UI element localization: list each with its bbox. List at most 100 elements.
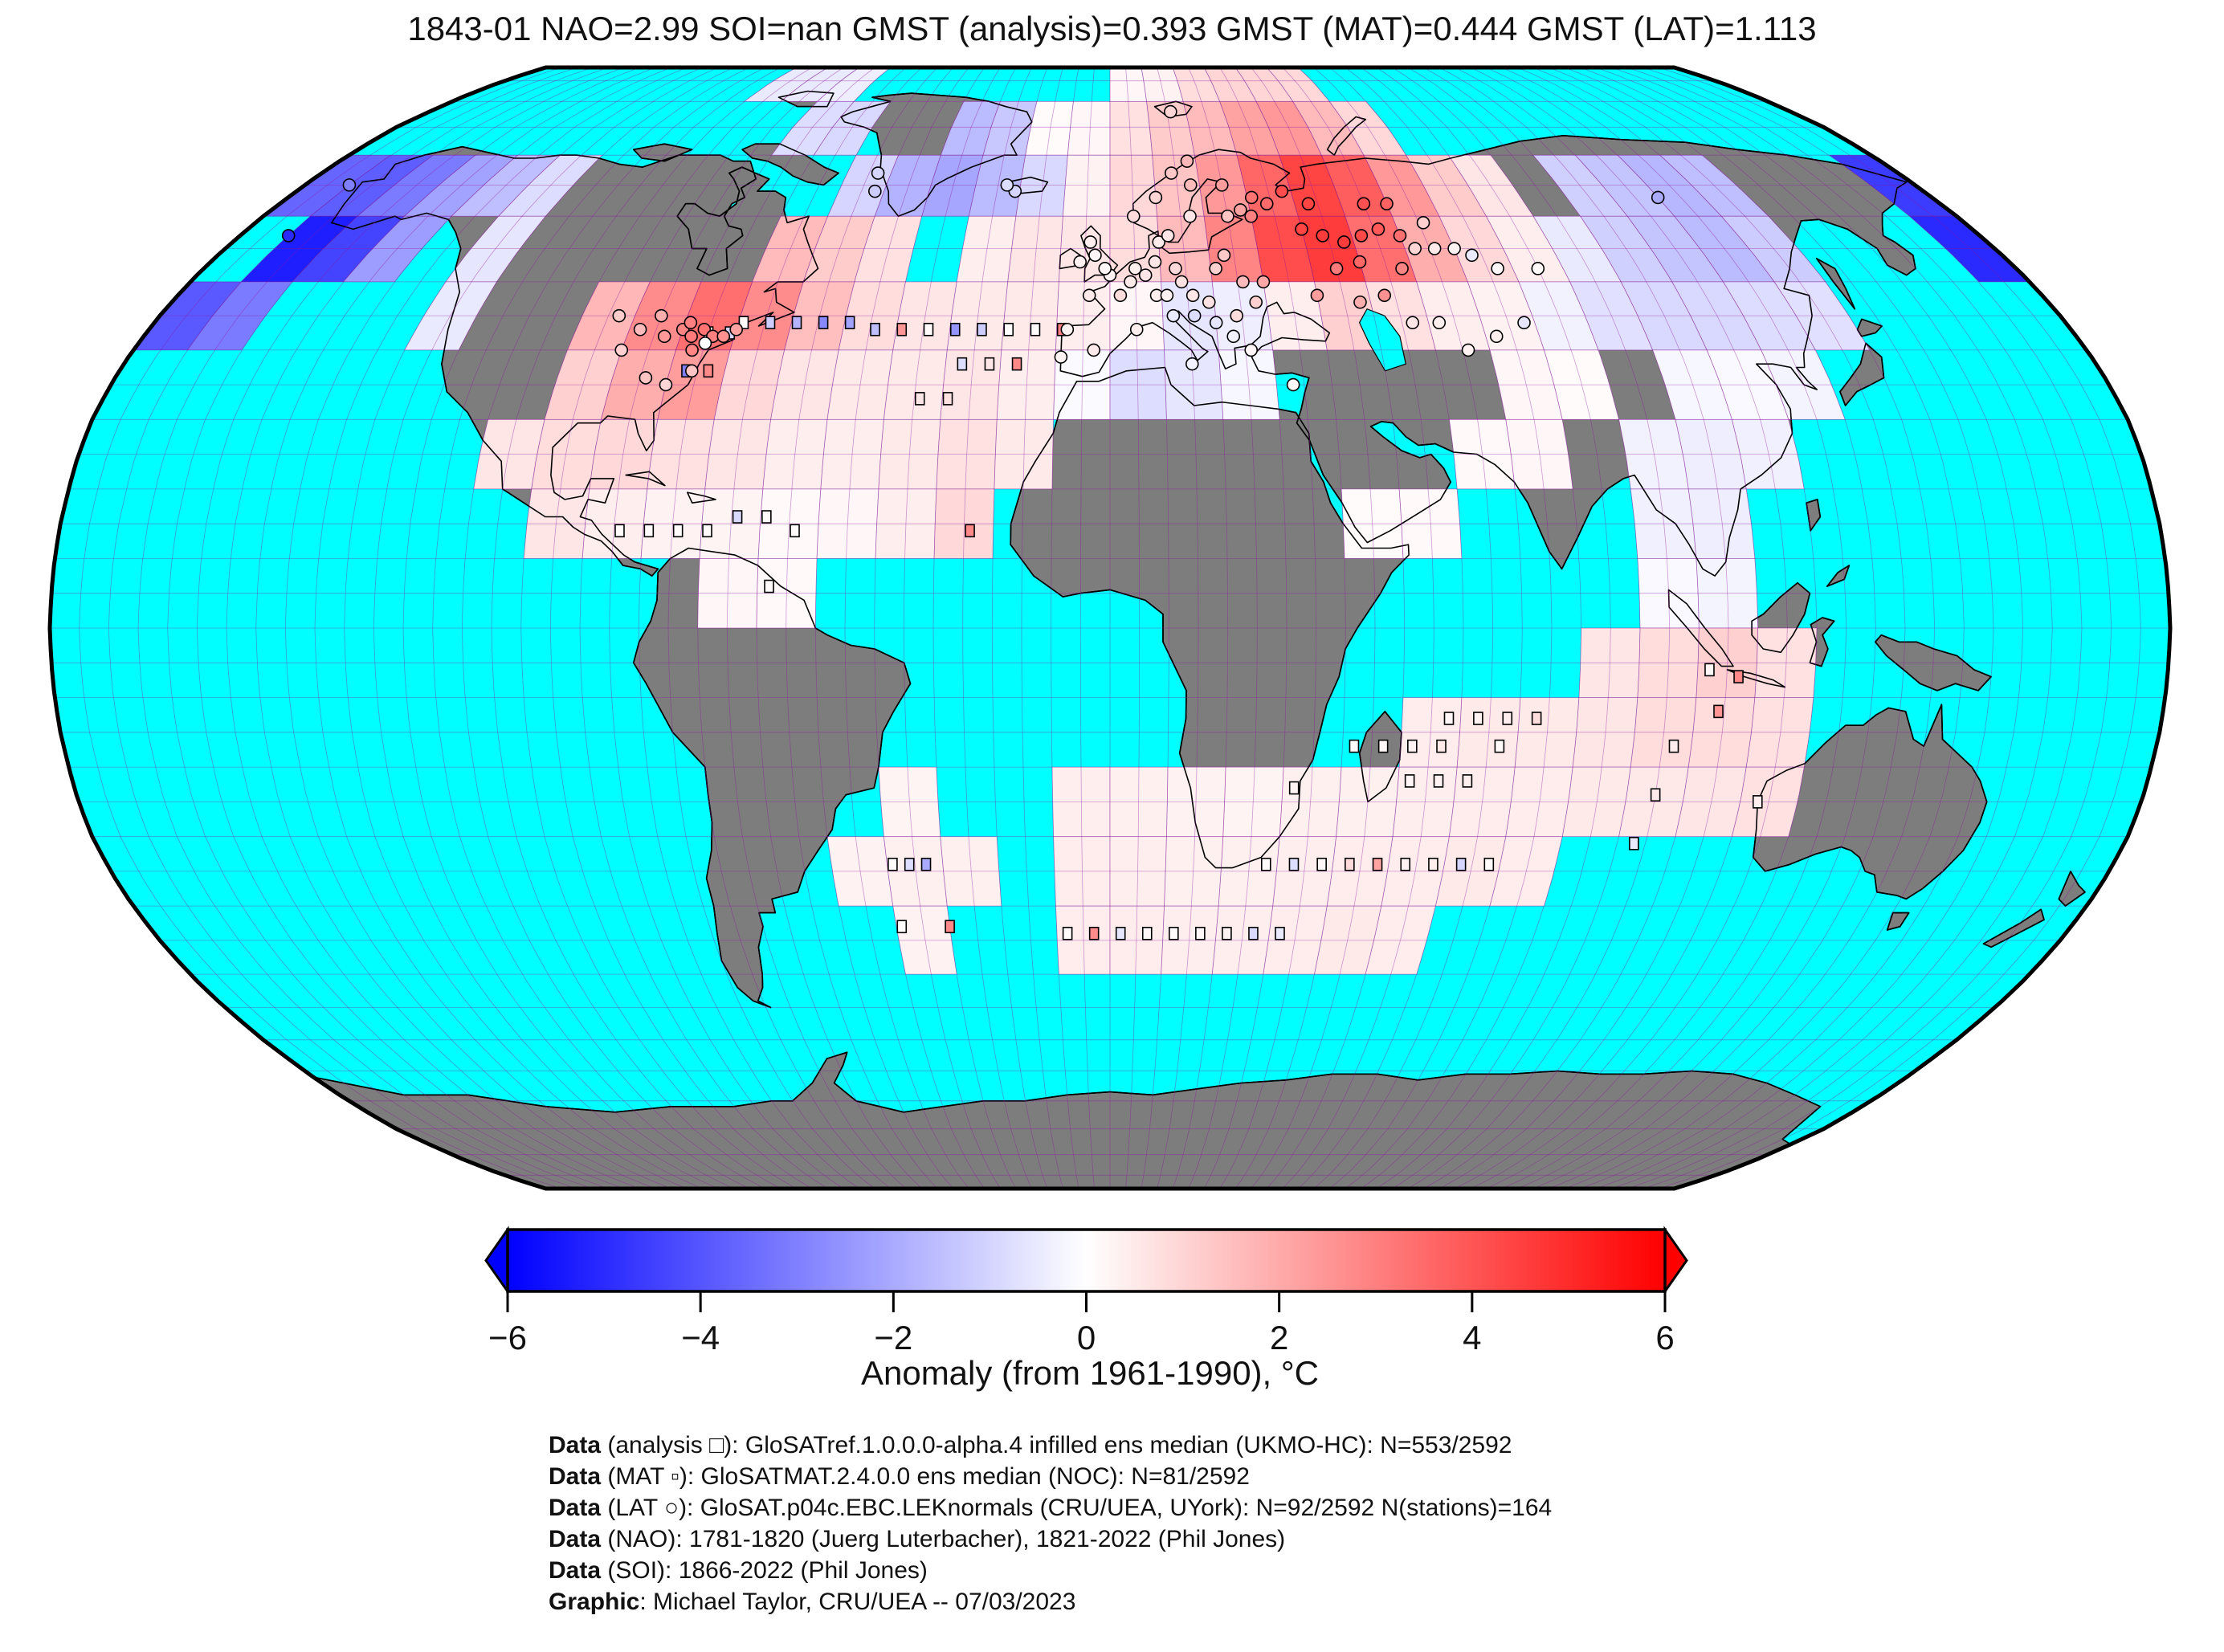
mat-square-marker [1443,712,1455,725]
lat-station-marker [1377,288,1392,303]
mat-square-marker [1407,739,1418,753]
lat-station-marker [1209,262,1222,275]
mat-square-marker [1531,712,1542,725]
lat-station-marker [1249,295,1263,309]
lat-station-marker [1087,343,1101,357]
lat-station-marker [1217,248,1231,263]
mat-square-marker [761,510,772,524]
lat-station-marker [1286,377,1300,392]
lat-station-marker [1427,242,1442,255]
mat-square-marker [1629,837,1639,850]
mat-square-marker [765,316,776,330]
lat-station-marker [1244,343,1259,357]
mat-square-marker [1003,322,1014,337]
lat-station-marker [684,316,698,330]
mat-square-marker [1372,857,1383,871]
lat-station-marker [1183,209,1197,223]
lat-station-marker [1073,255,1087,269]
lat-station-marker [1169,262,1182,275]
colorbar-tick-label: 0 [1077,1319,1096,1356]
lat-station-marker [1275,184,1289,198]
lat-station-marker [1489,329,1504,344]
mat-square-marker [1436,739,1447,753]
lat-station-marker [1088,248,1102,263]
mat-square-marker [1288,781,1300,795]
mat-square-marker [1494,739,1505,753]
mat-square-marker [1260,857,1271,871]
lat-station-marker [1316,229,1330,243]
colorbar-tick-label: −4 [681,1319,720,1356]
lat-station-marker [1337,235,1351,249]
mat-square-marker [957,357,968,371]
mat-square-marker [920,857,932,871]
lat-station-marker [1461,343,1475,357]
lat-station-marker [1082,288,1096,303]
mat-square-marker [1195,926,1206,940]
figure-title: 1843-01 NAO=2.99 SOI=nan GMST (analysis)… [407,10,1817,47]
mat-square-marker [965,524,975,538]
lat-station-marker [1256,275,1271,289]
mat-square-marker [1400,857,1411,871]
mat-square-marker [1404,774,1415,788]
lat-station-marker [685,364,699,378]
mat-square-marker [1752,795,1763,809]
lat-station-marker [1447,242,1461,255]
lat-station-marker [639,371,653,385]
lat-station-marker [1353,255,1367,269]
lat-station-marker [1408,242,1422,255]
lat-station-marker [1161,229,1175,243]
lat-station-marker [342,178,357,192]
lat-station-marker [1128,262,1142,275]
mat-square-marker [818,316,829,330]
mat-square-marker [1668,739,1679,753]
lat-station-marker [1517,316,1531,330]
lat-station-marker [1353,295,1367,309]
mat-square-marker [844,316,855,330]
lat-station-marker [1491,262,1504,275]
lat-station-marker [1098,262,1112,275]
attribution-line: Data (analysis □): GloSATref.1.0.0.0-alp… [549,1432,1512,1458]
colorbar: −6 −4 −2 0 2 4 6 [484,1226,1688,1356]
lat-station-marker [614,343,629,357]
lat-station-marker [612,308,626,323]
lat-station-marker [1113,288,1128,303]
attribution-line: Data (NAO): 1781-1820 (Juerg Luterbacher… [549,1526,1286,1552]
mat-square-marker [977,322,987,337]
lat-station-marker [1465,248,1479,263]
mat-square-marker [1502,712,1513,725]
colorbar-tick-label: 6 [1655,1319,1674,1356]
lat-station-marker [1126,209,1141,223]
lat-station-marker [1152,235,1165,249]
lat-station-marker [1149,190,1163,205]
mat-square-marker [896,920,908,934]
mat-square-marker [1428,857,1438,871]
lat-station-marker [1432,316,1447,330]
mat-square-marker [1275,926,1285,940]
lat-station-marker [1138,268,1153,282]
lat-station-marker [1244,190,1259,205]
colorbar-right-arrow [1663,1226,1688,1295]
mat-square-marker [1248,926,1259,940]
colorbar-gradient [506,1228,1667,1293]
lat-station-marker [1416,216,1430,230]
mat-square-marker [1704,663,1715,677]
mat-square-marker [1713,704,1724,719]
mat-square-marker [984,357,995,371]
lat-station-marker [1221,209,1234,223]
attribution-block: Data (analysis □): GloSATref.1.0.0.0-alp… [549,1430,1552,1617]
mat-square-marker [702,524,712,538]
attribution-line: Graphic: Michael Taylor, CRU/UEA -- 07/0… [549,1589,1076,1615]
lat-station-marker [1226,329,1241,344]
mat-square-marker [896,322,908,337]
attribution-line: Data (SOI): 1866-2022 (Phil Jones) [549,1557,928,1584]
mat-square-marker [738,316,749,330]
attribution-line: Data (MAT ▫): GloSATMAT.2.4.0.0 ens medi… [549,1463,1250,1490]
mat-square-marker [904,857,915,871]
lat-station-marker [1160,288,1174,303]
lat-station-marker [1393,229,1407,243]
lat-station-marker [657,329,671,344]
lat-station-marker [871,166,885,180]
lat-station-marker [1202,295,1216,309]
mat-square-marker [1433,774,1444,788]
lat-station-marker [1395,262,1409,275]
